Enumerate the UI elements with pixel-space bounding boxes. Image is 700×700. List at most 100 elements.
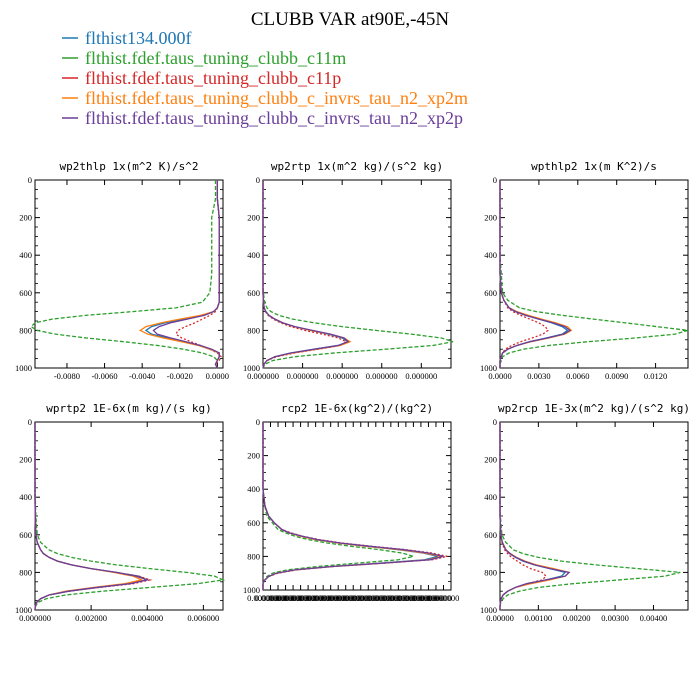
panel-title: wp2thlp 1x(m^2 K)/s^2 [59, 160, 198, 173]
series-line [152, 180, 220, 369]
series-line [499, 422, 547, 610]
x-tick-label: 0.006000 [187, 613, 219, 623]
x-tick-label: 0.000000 [375, 593, 407, 603]
panel-title: wp2rcp 1E-3x(m^2 kg)/(s^2 kg) [498, 402, 690, 415]
x-tick-label: 0.000000 [247, 371, 279, 381]
x-tick-label: 0.000000 [413, 593, 445, 603]
x-tick-label: 0.000000 [428, 593, 460, 603]
y-tick-label: 400 [19, 492, 32, 502]
y-tick-label: 800 [484, 325, 497, 335]
y-tick-label: 600 [19, 530, 32, 540]
chart-panel: wpthlp2 1x(m K^2)/s020040060080010000.00… [480, 160, 689, 381]
x-tick-label: 0.000000 [390, 593, 422, 603]
chart-panel: rcp2 1E-6x(kg^2)/(kg^2) 0 200 400 600 800 1000… [243, 402, 459, 603]
series-line [262, 180, 350, 369]
x-tick-label: 0.0060 [566, 371, 589, 381]
panel-title: rcp2 1E-6x(kg^2)/(kg^2) [281, 402, 433, 415]
y-tick-label: 800 [19, 567, 32, 577]
y-tick-label: 600 [247, 288, 260, 298]
panels: wp2thlp 1x(m^2 K)/s^2 0 200 400 600 800 1000 -0… [15, 160, 690, 623]
x-tick-label: 0.000000 [285, 593, 317, 603]
plot-frame [262, 179, 452, 369]
y-tick-label: 400 [247, 484, 260, 494]
y-tick-label: 200 [484, 213, 497, 223]
chart-panel: wp2rcp 1E-3x(m^2 kg)/(s^2 kg)0 200 400 600 8… [480, 402, 690, 623]
x-tick-label: 0.000000 [345, 593, 377, 603]
x-tick-label: 0.000000 [397, 593, 429, 603]
chart-panel: wprtp2 1E-6x(m kg)/(s kg) 0 200 400 600 800 10… [15, 402, 226, 623]
plot-frame [34, 179, 224, 369]
x-tick-label: 0.000000 [322, 593, 354, 603]
series-line [144, 180, 220, 369]
x-tick-label: 0.002000 [75, 613, 107, 623]
x-tick-label: 0.000000 [360, 593, 392, 603]
y-tick-label: 400 [19, 250, 32, 260]
panel-title: wp2rtp 1x(m^2 kg)/(s^2 kg) [271, 160, 443, 173]
plot-frame [499, 179, 689, 369]
y-tick-label: 1000 [243, 363, 260, 373]
x-tick-label: 0.000000 [326, 371, 358, 381]
y-tick-label: 600 [484, 288, 497, 298]
x-tick-label: 0.000000 [270, 593, 302, 603]
series-line [34, 422, 150, 611]
series-line [262, 180, 348, 369]
series-line [34, 422, 226, 611]
y-tick-label: 800 [484, 567, 497, 577]
x-tick-label: 0.000000 [19, 613, 51, 623]
plot-frame [34, 421, 224, 611]
y-tick-label: 800 [19, 325, 32, 335]
y-tick-label: 0 [493, 417, 497, 427]
series-line [175, 180, 222, 369]
chart-panel: wp2thlp 1x(m^2 K)/s^2 0 200 400 600 800 1000 -0… [15, 160, 229, 381]
x-tick-label: 0.000000 [367, 593, 399, 603]
y-tick-label: 400 [484, 492, 497, 502]
x-tick-label: -0.0060 [91, 371, 117, 381]
y-tick-label: 1000 [480, 605, 497, 615]
series-line [499, 422, 681, 610]
y-tick-label: 200 [19, 455, 32, 465]
x-tick-label: 0.00000 [486, 613, 514, 623]
y-tick-label: 800 [247, 551, 260, 561]
figure-title: CLUBB VAR at90E,-45N [251, 9, 450, 30]
x-tick-label: 0.000000 [247, 593, 279, 603]
y-tick-label: 800 [247, 325, 260, 335]
x-tick-label: -0.0040 [129, 371, 155, 381]
x-tick-label: 0.0030 [527, 371, 550, 381]
x-tick-label: 0.00200 [563, 613, 591, 623]
x-tick-label: 0.00400 [640, 613, 668, 623]
legend-label: flthist.fdef.taus_tuning_clubb_c11p [85, 68, 341, 88]
y-tick-label: 0 [493, 175, 497, 185]
y-tick-label: 1000 [243, 585, 260, 595]
x-tick-label: 0.000000 [382, 593, 414, 603]
x-tick-label: 0.004000 [131, 613, 163, 623]
chart-panel: wp2rtp 1x(m^2 kg)/(s^2 kg) 0 200 400 600 800 1… [243, 160, 454, 381]
legend: flthist134.000f flthist.fdef.taus_tuning_… [62, 28, 468, 128]
series-line [499, 422, 571, 610]
y-tick-label: 600 [19, 288, 32, 298]
y-tick-label: 0 [256, 175, 260, 185]
x-tick-label: 0.000000 [255, 593, 287, 603]
x-tick-label: 0.000000 [287, 371, 319, 381]
y-tick-label: 200 [484, 455, 497, 465]
x-tick-label: 0.000000 [292, 593, 324, 603]
y-tick-label: 600 [484, 530, 497, 540]
y-tick-label: 400 [247, 250, 260, 260]
y-tick-label: 600 [247, 518, 260, 528]
series-line [499, 180, 689, 368]
x-tick-label: 0.0000 [206, 371, 229, 381]
legend-label: flthist.fdef.taus_tuning_clubb_c_invrs_t… [85, 108, 463, 128]
x-tick-label: 0.000000 [366, 371, 398, 381]
y-tick-label: 200 [247, 213, 260, 223]
series-line [499, 180, 572, 368]
x-tick-label: 0.0000 [488, 371, 511, 381]
y-tick-label: 400 [484, 250, 497, 260]
x-tick-label: -0.0020 [167, 371, 193, 381]
legend-label: flthist134.000f [85, 28, 192, 48]
x-tick-label: 0.000000 [405, 371, 437, 381]
y-tick-label: 200 [19, 213, 32, 223]
x-tick-label: 0.000000 [405, 593, 437, 603]
y-tick-label: 1000 [15, 605, 32, 615]
x-tick-label: 0.000000 [330, 593, 362, 603]
x-tick-label: 0.000000 [307, 593, 339, 603]
